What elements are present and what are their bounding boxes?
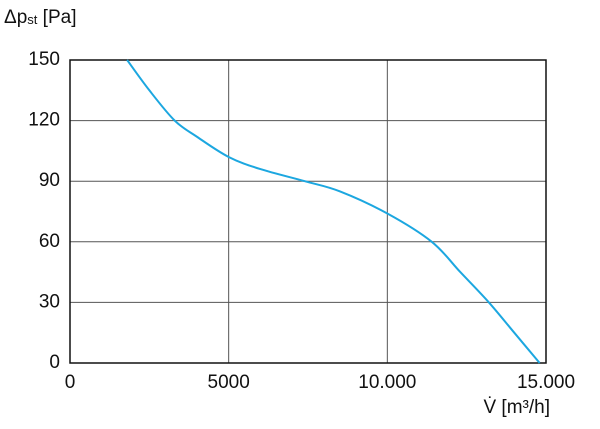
x-tick-label: 5000 xyxy=(208,372,250,393)
y-tick-label: 60 xyxy=(39,231,60,252)
curve xyxy=(126,59,541,364)
x-tick-label: 0 xyxy=(65,372,76,393)
y-tick-label: 150 xyxy=(28,49,60,70)
y-tick-label: 90 xyxy=(39,170,60,191)
x-axis-label: V̇ [m³/h] xyxy=(483,397,550,418)
y-axis-label: Δpst [Pa] xyxy=(4,7,76,28)
y-tick-label: 30 xyxy=(39,291,60,312)
y-tick-label: 120 xyxy=(28,110,60,131)
plot-frame xyxy=(69,59,547,364)
x-tick-label: 10.000 xyxy=(358,372,416,393)
y-tick-label: 0 xyxy=(49,352,60,373)
x-tick-label: 15.000 xyxy=(517,372,575,393)
